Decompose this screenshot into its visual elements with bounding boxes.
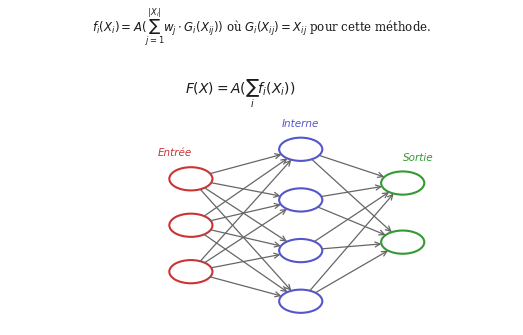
Text: Interne: Interne <box>282 119 320 129</box>
Text: $f_i(X_i) = A(\sum_{j=1}^{|X_i|} w_j \cdot G_i(X_{ij}))$ où $G_i(X_{ij}) = X_{ij: $f_i(X_i) = A(\sum_{j=1}^{|X_i|} w_j \cd… <box>92 6 431 48</box>
Text: Sortie: Sortie <box>403 153 434 163</box>
Text: $F(X) = A(\sum_i f_i(X_i))$: $F(X) = A(\sum_i f_i(X_i))$ <box>185 78 296 110</box>
Text: Entrée: Entrée <box>158 148 192 158</box>
